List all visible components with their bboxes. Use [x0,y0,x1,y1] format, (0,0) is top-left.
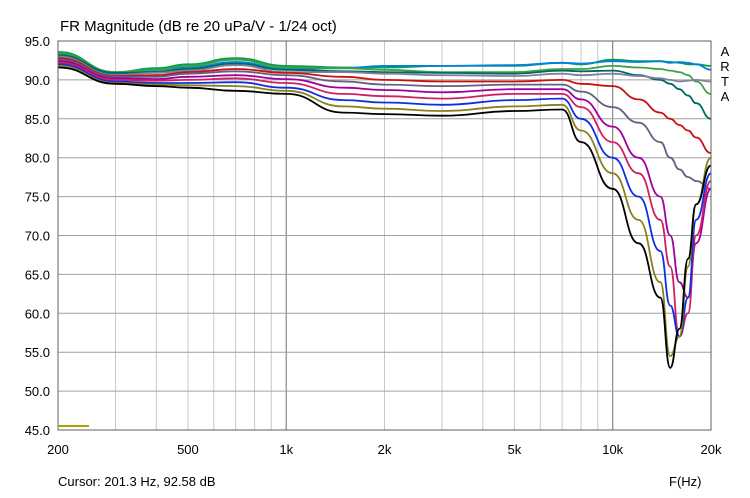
y-tick-label: 50.0 [25,384,50,399]
y-tick-label: 45.0 [25,423,50,438]
series-line [57,60,712,299]
y-tick-labels: 95.0 90.0 85.0 80.0 75.0 70.0 65.0 60.0 55.0 50.0… [25,34,50,438]
y-tick-label: 60.0 [25,306,50,321]
series-line [57,57,712,154]
y-tick-label: 90.0 [25,73,50,88]
y-tick-label: 80.0 [25,151,50,166]
series-line [57,55,712,75]
series-line [57,52,712,95]
y-tick-label: 65.0 [25,267,50,282]
brand-letter: A [721,89,730,104]
x-tick-labels: 200 500 1k 2k 5k 10k 20k [47,442,722,457]
y-tick-label: 75.0 [25,190,50,205]
series-line [57,58,712,190]
brand-letter: R [720,59,729,74]
plot-frame [57,40,712,431]
brand-letter: T [721,74,729,89]
x-tick-label: 20k [701,442,722,457]
y-tick-label: 95.0 [25,34,50,49]
y-tick-label: 70.0 [25,229,50,244]
y-tick-label: 55.0 [25,345,50,360]
series-line [57,54,712,120]
brand-letter: A [721,44,730,59]
x-tick-label: 1k [279,442,293,457]
series-line [57,66,712,369]
series-line [57,65,712,357]
series-layer [57,51,712,369]
x-tick-label: 5k [508,442,522,457]
x-tick-label: 2k [378,442,392,457]
series-line [57,55,712,83]
x-tick-label: 200 [47,442,69,457]
chart-title: FR Magnitude (dB re 20 uPa/V - 1/24 oct) [60,18,337,35]
cursor-readout: Cursor: 201.3 Hz, 92.58 dB [58,474,216,489]
y-tick-label: 85.0 [25,112,50,127]
x-tick-label: 10k [602,442,623,457]
x-tick-label: 500 [177,442,199,457]
x-axis-label: F(Hz) [669,474,702,489]
